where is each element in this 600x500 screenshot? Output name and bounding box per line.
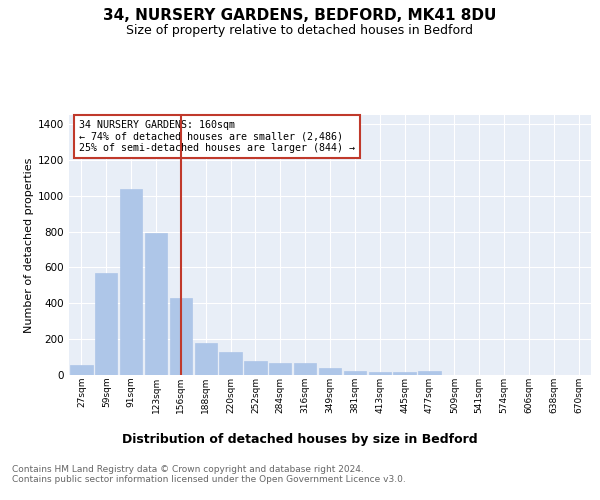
Y-axis label: Number of detached properties: Number of detached properties <box>24 158 34 332</box>
Bar <box>95 273 118 375</box>
Bar <box>244 360 266 375</box>
Text: 34 NURSERY GARDENS: 160sqm
← 74% of detached houses are smaller (2,486)
25% of s: 34 NURSERY GARDENS: 160sqm ← 74% of deta… <box>79 120 355 154</box>
Text: 34, NURSERY GARDENS, BEDFORD, MK41 8DU: 34, NURSERY GARDENS, BEDFORD, MK41 8DU <box>103 8 497 22</box>
Bar <box>394 372 416 375</box>
Text: Contains HM Land Registry data © Crown copyright and database right 2024.
Contai: Contains HM Land Registry data © Crown c… <box>12 465 406 484</box>
Bar <box>145 234 167 375</box>
Text: Distribution of detached houses by size in Bedford: Distribution of detached houses by size … <box>122 432 478 446</box>
Bar <box>70 365 92 375</box>
Text: Size of property relative to detached houses in Bedford: Size of property relative to detached ho… <box>127 24 473 37</box>
Bar <box>269 364 292 375</box>
Bar <box>194 342 217 375</box>
Bar <box>319 368 341 375</box>
Bar <box>418 370 440 375</box>
Bar <box>170 298 192 375</box>
Bar <box>368 372 391 375</box>
Bar <box>294 364 316 375</box>
Bar <box>344 370 366 375</box>
Bar <box>220 352 242 375</box>
Bar <box>120 188 142 375</box>
